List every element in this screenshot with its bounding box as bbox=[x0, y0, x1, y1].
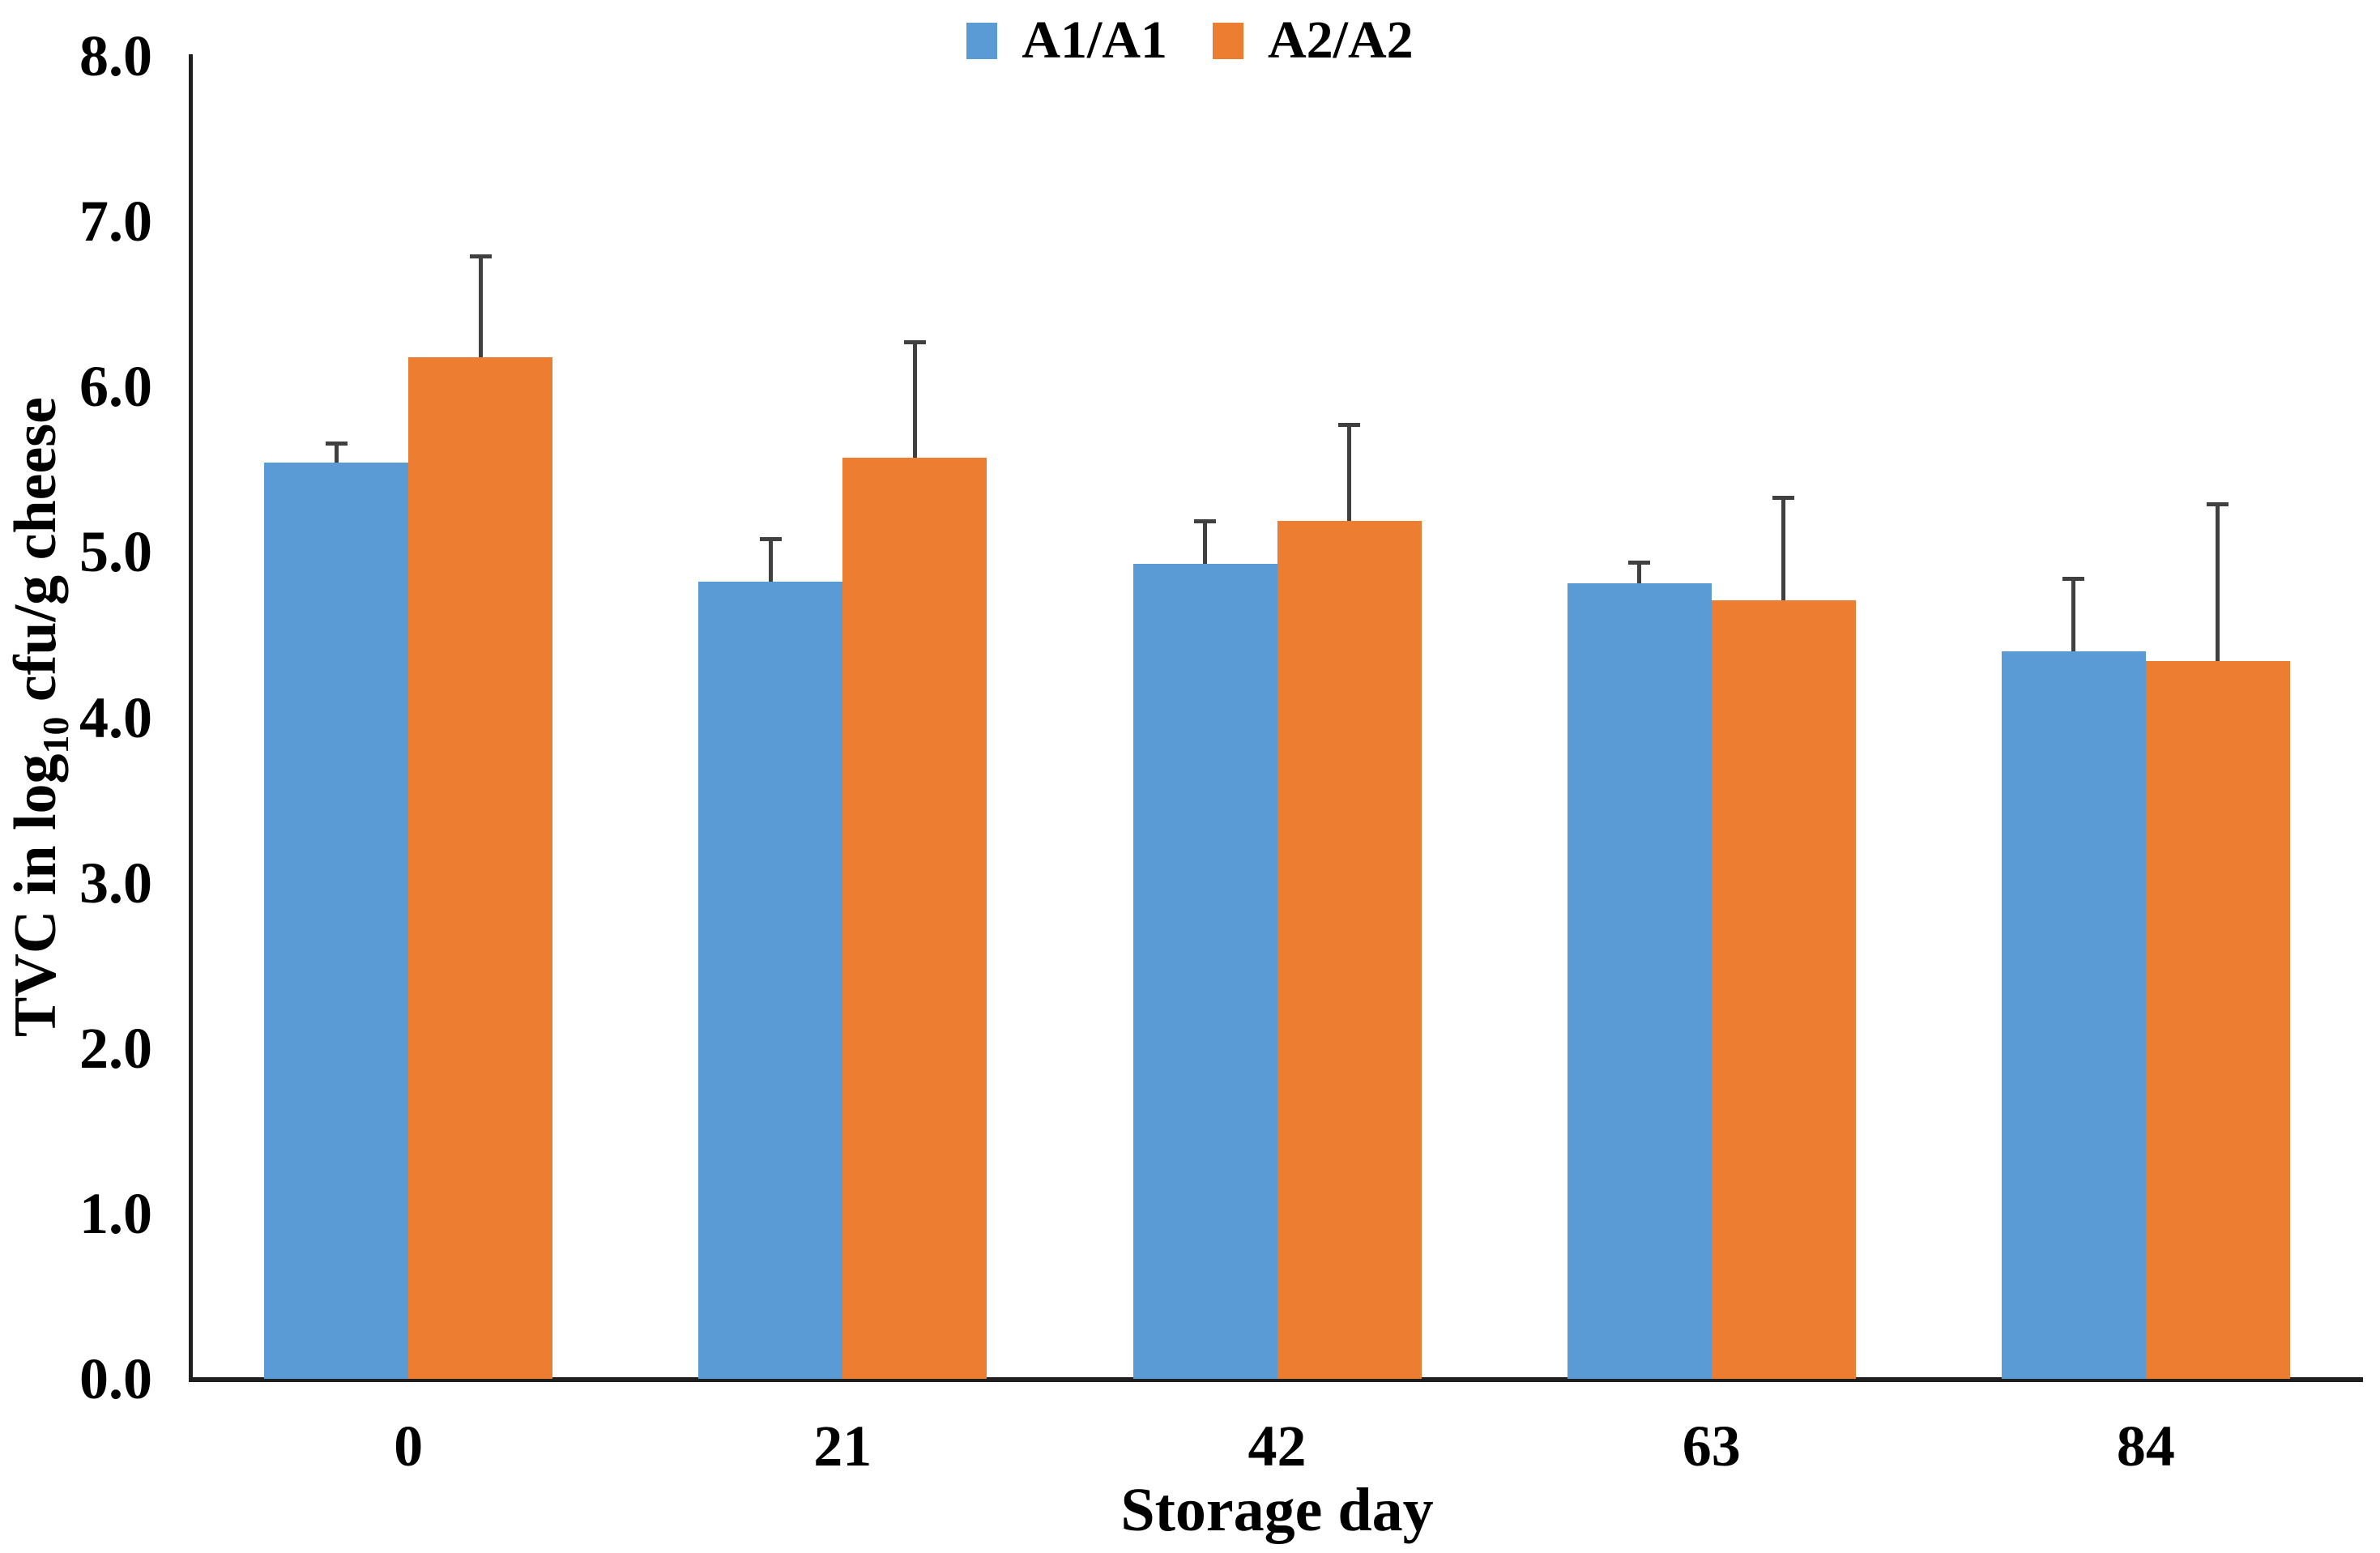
bar-a1a1-day-84 bbox=[2001, 651, 2146, 1379]
bar-a2a2-day-63 bbox=[1711, 599, 1856, 1379]
legend-swatch-a2a2 bbox=[1213, 22, 1243, 59]
error-bar-stem bbox=[1203, 520, 1207, 564]
x-tick-label: 21 bbox=[813, 1414, 872, 1478]
error-bar-stem bbox=[2071, 578, 2076, 651]
x-tick-label: 84 bbox=[2116, 1414, 2175, 1478]
chart-legend: A1/A1 A2/A2 bbox=[0, 11, 2380, 70]
x-tick-label: 42 bbox=[1248, 1414, 1307, 1478]
error-bar-cap bbox=[759, 537, 782, 542]
bar-a1a1-day-42 bbox=[1132, 563, 1277, 1379]
legend-item-a1a1: A1/A1 bbox=[966, 11, 1167, 70]
legend-item-a2a2: A2/A2 bbox=[1213, 11, 1414, 70]
error-bar-cap bbox=[1772, 496, 1795, 500]
y-tick-label: 3.0 bbox=[79, 850, 152, 915]
bar-a2a2-day-84 bbox=[2145, 661, 2290, 1379]
bar-a2a2-day-42 bbox=[1277, 520, 1422, 1379]
y-tick-label: 2.0 bbox=[79, 1015, 152, 1081]
error-bar-cap bbox=[1194, 518, 1216, 523]
y-tick-label: 4.0 bbox=[79, 685, 152, 750]
legend-swatch-a1a1 bbox=[966, 22, 998, 59]
error-bar-cap bbox=[469, 254, 492, 258]
bar-a2a2-day-21 bbox=[842, 458, 987, 1379]
legend-label-a1a1: A1/A1 bbox=[1022, 11, 1167, 70]
y-tick-label: 1.0 bbox=[79, 1180, 152, 1246]
legend-label-a2a2: A2/A2 bbox=[1268, 11, 1414, 70]
y-tick-label: 7.0 bbox=[79, 189, 152, 254]
error-bar-cap bbox=[2207, 502, 2229, 507]
bar-a1a1-day-21 bbox=[698, 582, 843, 1379]
y-tick-label: 0.0 bbox=[79, 1346, 152, 1411]
x-axis-title: Storage day bbox=[1120, 1476, 1434, 1544]
bar-a1a1-day-63 bbox=[1567, 583, 1712, 1379]
y-tick-label: 8.0 bbox=[79, 23, 152, 88]
error-bar-stem bbox=[1637, 561, 1642, 584]
x-tick-label: 0 bbox=[394, 1414, 424, 1478]
error-bar-cap bbox=[903, 340, 926, 345]
error-bar-cap bbox=[1338, 423, 1360, 428]
x-axis-line bbox=[189, 1377, 2363, 1382]
error-bar-stem bbox=[334, 442, 339, 463]
bar-a2a2-day-0 bbox=[408, 356, 553, 1379]
error-bar-stem bbox=[2216, 504, 2220, 662]
error-bar-stem bbox=[1781, 497, 1786, 600]
error-bar-stem bbox=[912, 342, 917, 458]
error-bar-cap bbox=[325, 441, 348, 446]
error-bar-stem bbox=[478, 255, 483, 357]
x-tick-label: 63 bbox=[1682, 1414, 1741, 1478]
error-bar-cap bbox=[2062, 577, 2085, 582]
error-bar-cap bbox=[1628, 560, 1651, 565]
y-tick-label: 5.0 bbox=[79, 519, 152, 585]
error-bar-stem bbox=[768, 539, 773, 582]
bar-a1a1-day-0 bbox=[264, 463, 409, 1379]
y-axis-line bbox=[189, 54, 193, 1381]
y-tick-label: 6.0 bbox=[79, 354, 152, 420]
error-bar-stem bbox=[1347, 425, 1351, 521]
